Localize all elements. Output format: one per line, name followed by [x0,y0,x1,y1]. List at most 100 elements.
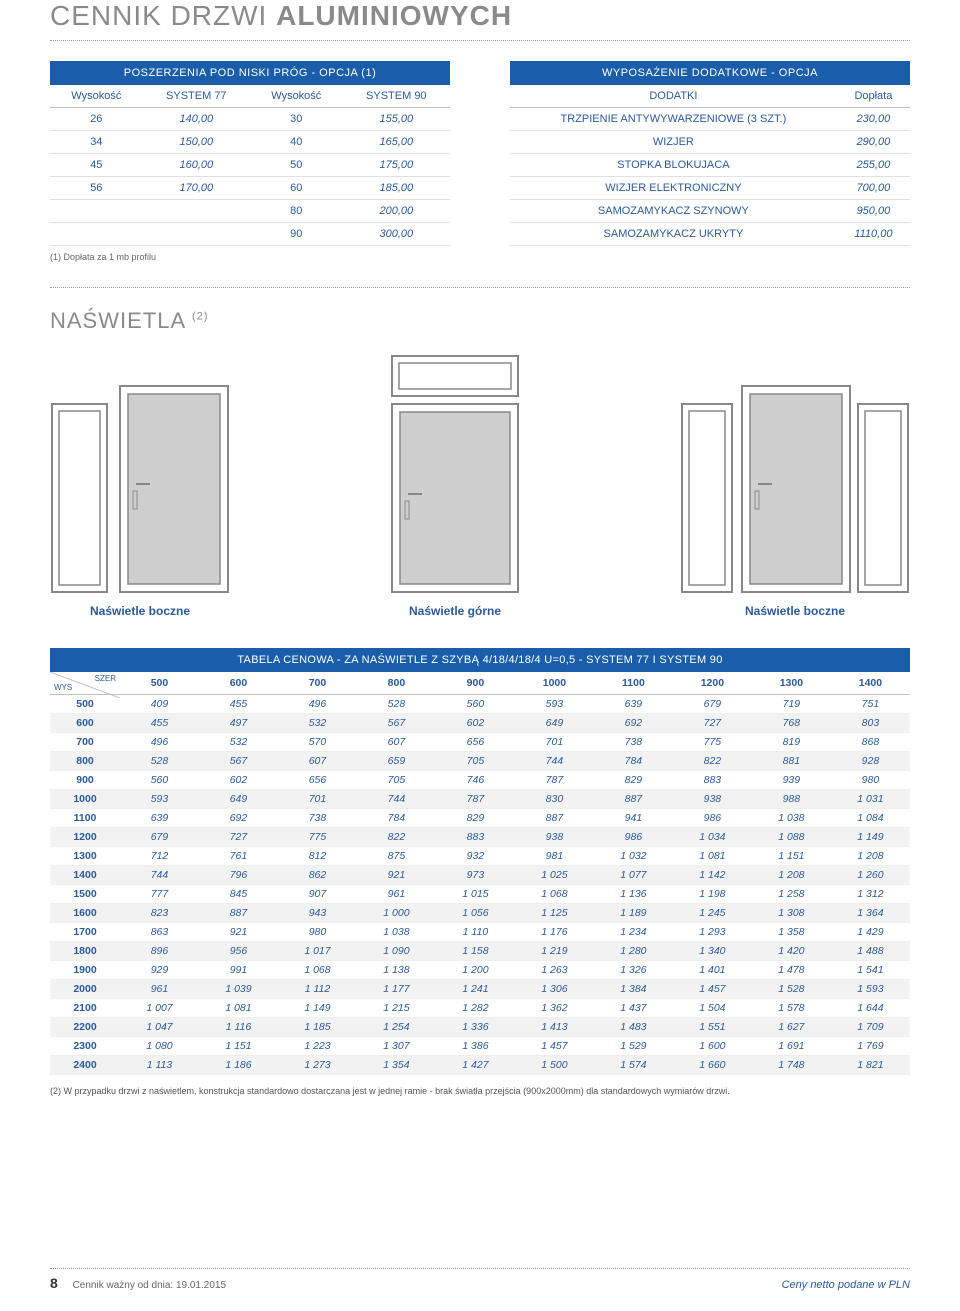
price-cell: 1 032 [594,847,673,866]
price-cell: 1 478 [752,961,831,980]
price-cell: 988 [752,790,831,809]
price-cell: 1 437 [594,999,673,1018]
left-col: SYSTEM 90 [343,85,450,108]
price-cell: 1 541 [831,961,910,980]
price-cell: 1 136 [594,885,673,904]
top-tables-row: POSZERZENIA POD NISKI PRÓG - OPCJA (1) W… [50,61,910,262]
left-cell: 200,00 [343,200,450,223]
price-cell: 1 113 [120,1056,199,1075]
price-cell: 1 362 [515,999,594,1018]
price-cell: 868 [831,733,910,752]
price-cell: 1 090 [357,942,436,961]
price-cell: 1 282 [436,999,515,1018]
price-cell: 1 600 [673,1037,752,1056]
right-cell-val: 230,00 [837,108,910,131]
price-cell: 887 [594,790,673,809]
price-cell: 1 039 [199,980,278,999]
price-cell: 602 [436,714,515,733]
price-cell: 1 110 [436,923,515,942]
door-side-both-icon [680,384,910,594]
right-table-header: WYPOSAŻENIE DODATKOWE - OPCJA [510,61,910,85]
price-cell: 961 [120,980,199,999]
price-cell: 921 [357,866,436,885]
price-cell: 784 [594,752,673,771]
price-cell: 812 [278,847,357,866]
price-cell: 607 [278,752,357,771]
price-cell: 986 [594,828,673,847]
footer-left-text: Cennik ważny od dnia: 19.01.2015 [73,1280,226,1291]
door-top-icon [390,354,520,594]
price-cell: 775 [673,733,752,752]
price-cell: 705 [436,752,515,771]
right-cell-val: 700,00 [837,177,910,200]
price-col: 1400 [831,672,910,695]
price-cell: 1 081 [673,847,752,866]
footer-right: Ceny netto podane w PLN [782,1279,910,1291]
door-label-3: Naświetle boczne [680,604,910,618]
section2-sup: (2) [192,311,208,323]
price-cell: 659 [357,752,436,771]
price-cell: 1 038 [357,923,436,942]
price-cell: 956 [199,942,278,961]
price-cell: 1 364 [831,904,910,923]
price-cell: 746 [436,771,515,790]
footnote2: (2) W przypadku drzwi z naświetlem, kons… [50,1085,910,1098]
right-table-col: WYPOSAŻENIE DODATKOWE - OPCJA DODATKIDop… [510,61,910,262]
price-cell: 744 [515,752,594,771]
left-col: Wysokość [250,85,343,108]
right-cell-name: TRZPIENIE ANTYWYWARZENIOWE (3 SZT.) [510,108,837,131]
price-cell: 1 200 [436,961,515,980]
price-col: 1200 [673,672,752,695]
price-row-head: 1800 [50,942,120,961]
door-block-2: Naświetle górne [390,354,520,618]
door-block-1: Naświetle boczne [50,384,230,618]
left-cell: 34 [50,131,143,154]
price-cell: 907 [278,885,357,904]
right-cell-name: WIZJER ELEKTRONICZNY [510,177,837,200]
price-cell: 1 077 [594,866,673,885]
price-table-header: TABELA CENOWA - ZA NAŚWIETLE Z SZYBĄ 4/1… [50,648,910,672]
price-cell: 822 [357,828,436,847]
left-cell: 165,00 [343,131,450,154]
price-cell: 1 691 [752,1037,831,1056]
right-cell-name: SAMOZAMYKACZ UKRYTY [510,223,837,246]
price-cell: 1 258 [752,885,831,904]
price-cell: 1 215 [357,999,436,1018]
title-bold: ALUMINIOWYCH [276,0,512,31]
price-cell: 1 326 [594,961,673,980]
price-cell: 1 401 [673,961,752,980]
price-cell: 1 000 [357,904,436,923]
price-cell: 761 [199,847,278,866]
left-cell [143,200,250,223]
price-cell: 1 185 [278,1018,357,1037]
price-cell: 1 336 [436,1018,515,1037]
price-cell: 567 [357,714,436,733]
price-row-head: 2000 [50,980,120,999]
price-cell: 775 [278,828,357,847]
price-cell: 1 219 [515,942,594,961]
price-cell: 1 483 [594,1018,673,1037]
footer: 8 Cennik ważny od dnia: 19.01.2015 Ceny … [50,1268,910,1291]
price-cell: 777 [120,885,199,904]
title-thin: CENNIK DRZWI [50,0,276,31]
price-cell: 819 [752,733,831,752]
price-cell: 1 273 [278,1056,357,1075]
price-cell: 929 [120,961,199,980]
price-row-head: 1500 [50,885,120,904]
price-cell: 1 223 [278,1037,357,1056]
price-cell: 883 [673,771,752,790]
price-cell: 656 [278,771,357,790]
price-corner: SZER WYS [50,672,120,695]
price-cell: 921 [199,923,278,942]
left-cell: 45 [50,154,143,177]
right-cell-val: 255,00 [837,154,910,177]
price-cell: 1 386 [436,1037,515,1056]
price-cell: 656 [436,733,515,752]
price-cell: 1 151 [199,1037,278,1056]
price-row-head: 800 [50,752,120,771]
price-cell: 1 293 [673,923,752,942]
left-cell: 80 [250,200,343,223]
price-cell: 1 821 [831,1056,910,1075]
left-cell: 26 [50,108,143,131]
price-cell: 744 [120,866,199,885]
